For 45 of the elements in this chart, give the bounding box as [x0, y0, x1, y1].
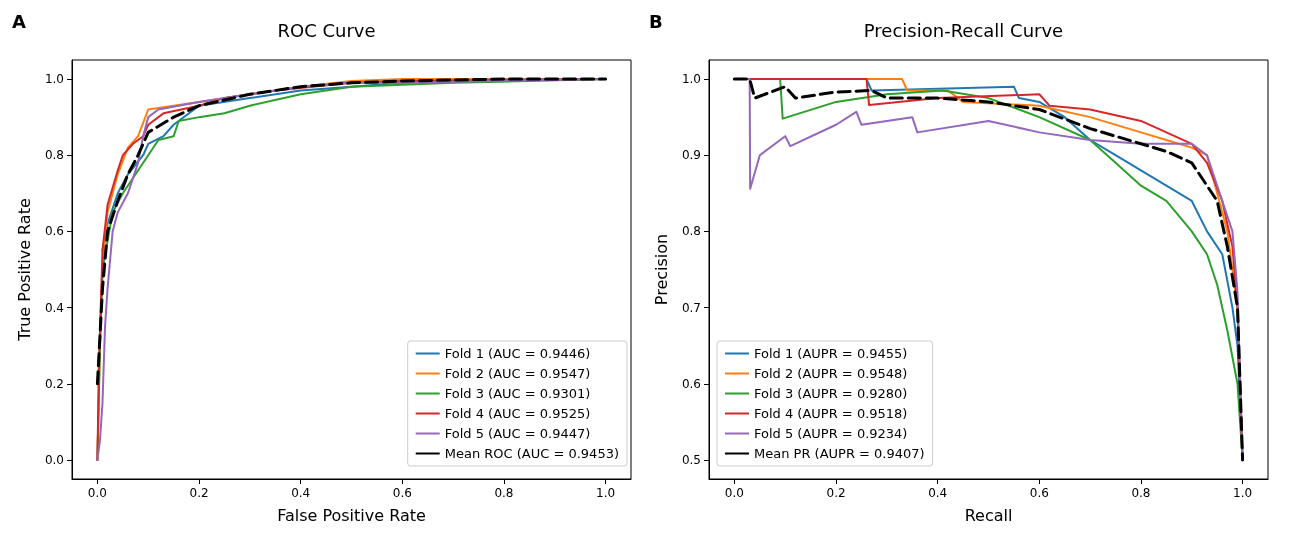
- x-tick-label: 0.6: [1029, 486, 1049, 500]
- x-tick-label: 0.6: [392, 486, 412, 500]
- x-tick-label: 1.0: [596, 486, 616, 500]
- line-series: [95, 77, 608, 386]
- legend-label: Fold 3 (AUPR = 0.9280): [754, 386, 908, 401]
- y-tick-label: 0.0: [44, 452, 64, 467]
- x-axis-title: Recall: [964, 505, 1013, 525]
- x-tick-label: 0.4: [291, 486, 311, 500]
- legend-label: Fold 1 (AUC = 0.9446): [444, 346, 591, 361]
- legend-label: Fold 2 (AUPR = 0.9548): [754, 366, 908, 381]
- legend-label: Fold 5 (AUPR = 0.9234): [754, 426, 908, 441]
- y-tick-label: 1.0: [681, 72, 701, 87]
- y-tick-label: 0.8: [681, 224, 701, 239]
- x-tick-label: 0.0: [724, 486, 744, 500]
- x-tick-label: 1.0: [1233, 486, 1253, 500]
- text: A: [12, 10, 26, 32]
- legend-label: Fold 4 (AUPR = 0.9518): [754, 406, 908, 421]
- legend-label: Fold 2 (AUC = 0.9547): [444, 366, 591, 381]
- y-tick-label: 0.7: [681, 300, 701, 315]
- y-tick-label: 0.6: [44, 224, 64, 239]
- x-tick-label: 0.2: [826, 486, 846, 500]
- legend-label: Fold 1 (AUPR = 0.9455): [754, 346, 908, 361]
- x-tick-label: 0.8: [1131, 486, 1151, 500]
- legend-label: Mean PR (AUPR = 0.9407): [754, 446, 925, 461]
- y-tick-label: 0.4: [44, 300, 64, 315]
- legend-label: Fold 4 (AUC = 0.9525): [444, 406, 591, 421]
- y-axis-title: True Positive Rate: [14, 198, 34, 342]
- x-tick-label: 0.4: [928, 486, 948, 500]
- text: B: [649, 10, 663, 32]
- y-tick-label: 0.6: [681, 376, 701, 391]
- x-tick-label: 0.8: [494, 486, 514, 500]
- y-axis-title: Precision: [651, 233, 671, 306]
- chart-title: Precision-Recall Curve: [863, 19, 1064, 41]
- x-tick-label: 0.2: [189, 486, 209, 500]
- y-tick-label: 0.5: [681, 452, 701, 467]
- chart-title: ROC Curve: [277, 19, 376, 41]
- x-axis-title: False Positive Rate: [277, 505, 426, 525]
- y-tick-label: 0.8: [44, 148, 64, 163]
- y-tick-label: 0.9: [681, 148, 701, 163]
- legend-label: Fold 3 (AUC = 0.9301): [444, 386, 591, 401]
- y-tick-label: 0.2: [44, 376, 64, 391]
- legend-label: Mean ROC (AUC = 0.9453): [444, 446, 620, 461]
- legend-label: Fold 5 (AUC = 0.9447): [444, 426, 591, 441]
- x-tick-label: 0.0: [87, 486, 107, 500]
- y-tick-label: 1.0: [44, 72, 64, 87]
